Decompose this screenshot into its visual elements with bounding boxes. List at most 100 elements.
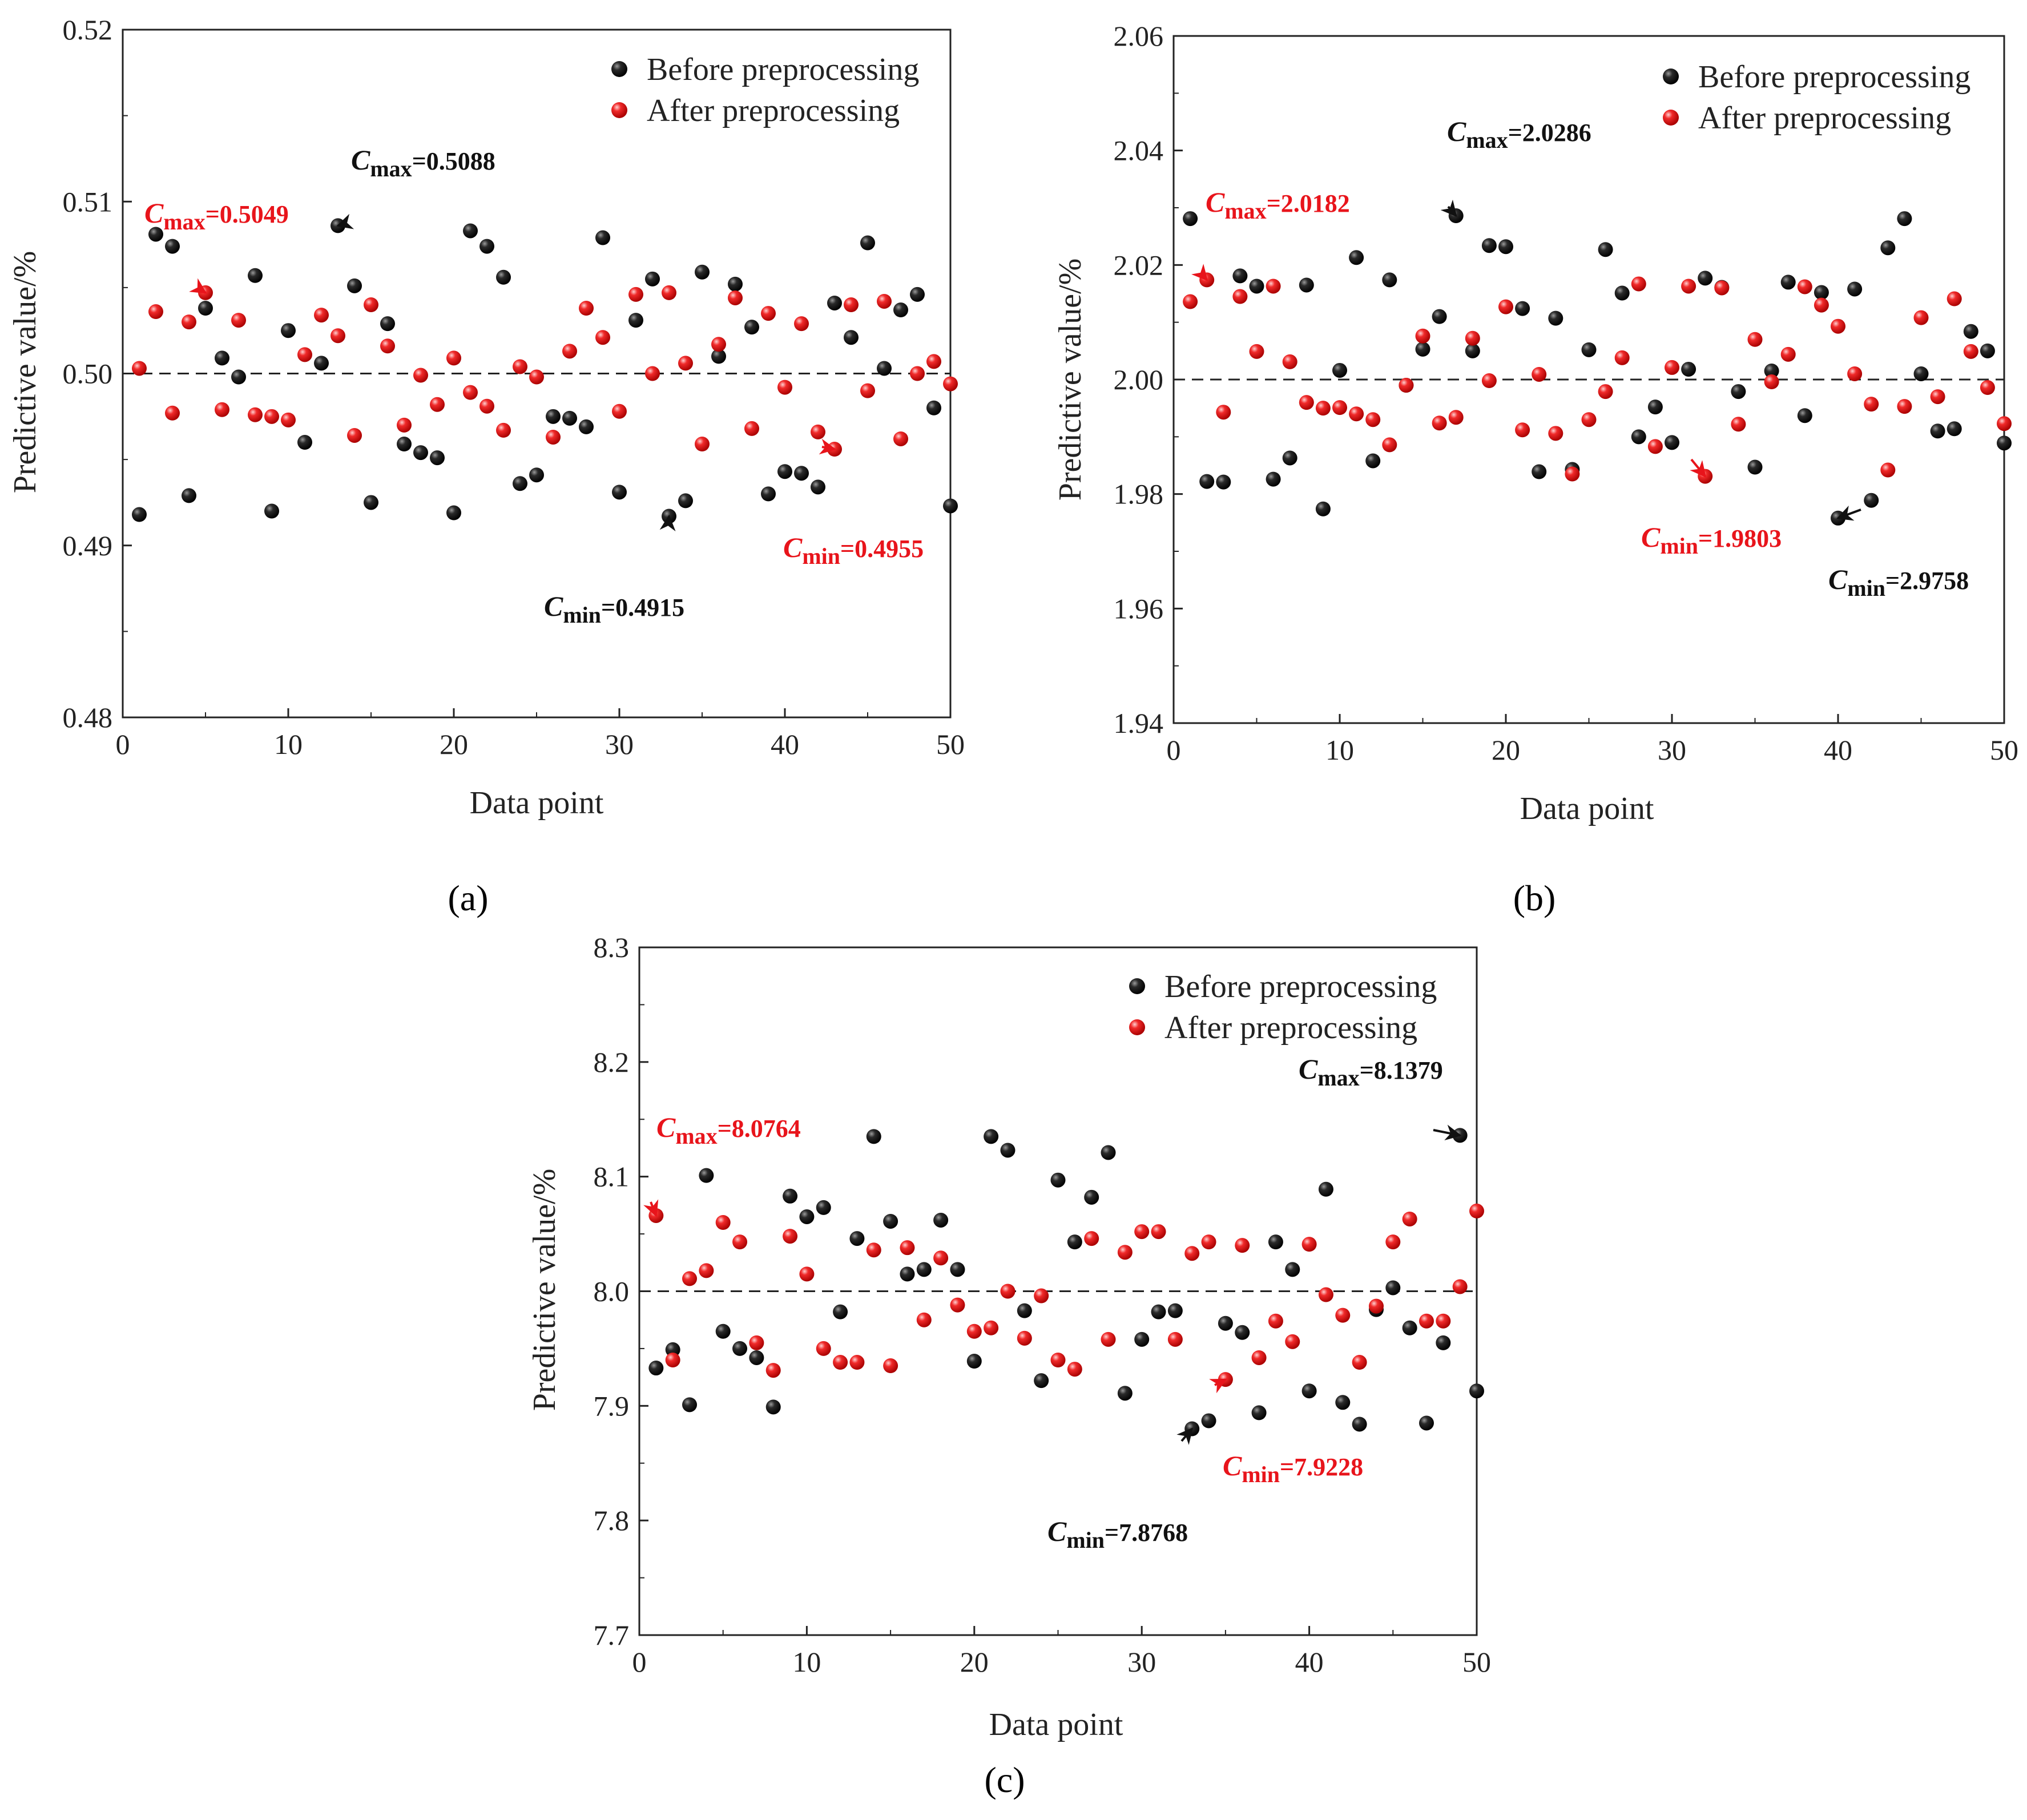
before-point	[1864, 493, 1879, 508]
after-point	[900, 1240, 915, 1256]
after-point	[1797, 279, 1812, 294]
after-point	[1714, 280, 1730, 296]
before-point	[562, 410, 577, 426]
after-point	[883, 1358, 898, 1374]
before-point	[1747, 459, 1763, 475]
before-point	[579, 419, 594, 434]
x-tick-label: 40	[1295, 1646, 1324, 1678]
before-point	[1913, 366, 1929, 381]
before-point	[1251, 1405, 1267, 1421]
after-point	[1681, 279, 1696, 294]
annotation-label: Cmin=1.9803	[1641, 521, 1782, 559]
after-point	[1647, 439, 1663, 454]
y-tick-label: 8.3	[594, 931, 630, 963]
y-tick-label: 7.9	[594, 1390, 630, 1422]
before-point	[463, 223, 478, 239]
after-point	[215, 402, 229, 417]
before-point	[794, 466, 809, 481]
before-point	[1268, 1234, 1283, 1250]
annotation-label: Cmin=0.4915	[544, 590, 684, 628]
after-point	[297, 347, 312, 362]
before-point	[943, 498, 958, 514]
before-point	[844, 330, 859, 345]
annotation-arrow	[1836, 505, 1861, 521]
before-point	[1167, 1303, 1183, 1318]
after-point	[430, 397, 445, 412]
after-point	[1997, 416, 2012, 431]
before-point	[1282, 450, 1297, 466]
after-point	[950, 1297, 965, 1313]
after-point	[765, 1363, 781, 1378]
after-point	[926, 354, 941, 369]
after-point	[678, 356, 693, 371]
after-point	[1000, 1284, 1015, 1299]
after-point	[314, 308, 329, 323]
after-point	[1101, 1331, 1116, 1347]
before-point	[297, 435, 312, 450]
y-tick-label: 2.00	[1114, 364, 1164, 396]
x-tick-label: 50	[936, 728, 965, 760]
after-point	[1436, 1313, 1451, 1329]
after-point	[728, 290, 743, 305]
before-point	[749, 1350, 764, 1365]
before-point	[231, 369, 246, 385]
x-tick-label: 40	[771, 728, 799, 760]
after-point	[777, 380, 792, 395]
after-point	[248, 407, 263, 422]
before-point	[1084, 1189, 1099, 1205]
before-point	[1315, 501, 1331, 516]
before-point	[148, 227, 163, 242]
after-point	[1614, 350, 1630, 365]
after-point	[1814, 297, 1829, 313]
before-point	[984, 1129, 999, 1144]
before-point	[1318, 1181, 1333, 1197]
after-point	[1268, 1313, 1283, 1329]
after-point	[1315, 401, 1331, 416]
panel-a-ylabel: Predictive value/%	[7, 251, 43, 494]
after-point	[943, 376, 958, 392]
after-point	[1980, 380, 1995, 396]
x-tick-label: 50	[1462, 1646, 1491, 1678]
after-point	[1831, 318, 1845, 334]
panel-c-xlabel: Data point	[989, 1707, 1123, 1742]
before-point	[1218, 1315, 1233, 1331]
before-point	[215, 350, 229, 366]
after-point	[1368, 1298, 1384, 1314]
after-point	[1399, 378, 1414, 393]
before-point	[1067, 1234, 1082, 1250]
after-point	[816, 1341, 831, 1356]
annotation-label: Cmax=2.0286	[1447, 115, 1591, 153]
x-tick-label: 50	[1990, 734, 2018, 766]
legend-marker	[1663, 68, 1679, 84]
annotation-label: Cmin=7.8768	[1047, 1515, 1188, 1553]
annotation-arrow	[1209, 1378, 1227, 1394]
after-point	[665, 1353, 680, 1367]
after-point	[1880, 462, 1896, 478]
after-point	[1249, 344, 1264, 359]
annotation-label: Cmin=7.9228	[1223, 1450, 1363, 1487]
after-point	[1117, 1245, 1133, 1260]
annotation-label: Cmax=2.0182	[1206, 186, 1350, 224]
after-point	[1465, 330, 1480, 346]
after-point	[910, 366, 925, 381]
before-point	[314, 356, 329, 371]
before-point	[1249, 279, 1264, 294]
legend-label: Before preprocessing	[1698, 59, 1970, 95]
annotation-arrow	[336, 213, 354, 229]
after-point	[347, 427, 362, 443]
annotation-label: Cmax=8.0764	[656, 1111, 801, 1149]
before-point	[380, 316, 395, 332]
before-point	[1780, 275, 1796, 290]
before-point	[1481, 238, 1497, 253]
before-point	[612, 485, 627, 500]
after-point	[463, 385, 478, 400]
panel-b: 1.94 1.96 1.98 2.00 2.02 2.04 2.06 0 10 20 30 40 50 B…	[1053, 20, 2018, 918]
before-point	[248, 268, 263, 283]
before-point	[1235, 1325, 1250, 1340]
before-point	[1532, 464, 1547, 479]
annotation-arrow	[1440, 199, 1457, 217]
before-point	[1432, 309, 1447, 324]
after-point	[1335, 1308, 1351, 1323]
after-point	[264, 409, 279, 424]
after-point	[331, 328, 345, 344]
